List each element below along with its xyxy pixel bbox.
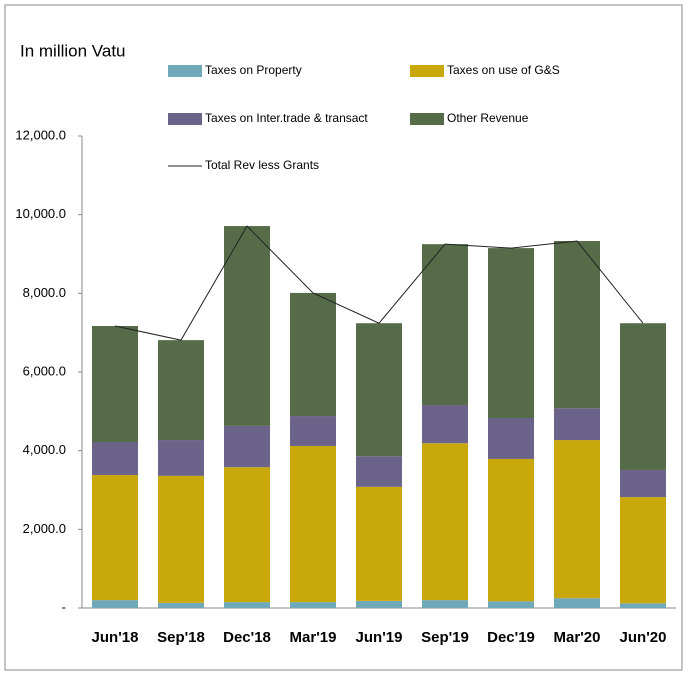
frame xyxy=(4,4,683,671)
bar-segment xyxy=(356,323,402,457)
bar-segment xyxy=(488,248,534,419)
bar-segment xyxy=(92,325,138,443)
bar-segment xyxy=(422,600,468,608)
bar-segment xyxy=(422,443,468,601)
legend-label: Taxes on use of G&S xyxy=(447,63,560,77)
bar-segment xyxy=(488,458,534,602)
bar-segment xyxy=(422,405,468,444)
bar-segment xyxy=(554,598,600,608)
bar-segment xyxy=(356,600,402,608)
legend-swatch xyxy=(410,65,444,77)
y-tick-label: 8,000.0 xyxy=(23,285,66,300)
x-tick-label: Jun'20 xyxy=(620,629,667,646)
legend-label: Taxes on Property xyxy=(205,63,302,77)
bar-segment xyxy=(92,475,138,601)
legend-label: Total Rev less Grants xyxy=(205,158,319,172)
bar-segment xyxy=(224,226,270,426)
y-tick-label: 10,000.0 xyxy=(15,206,66,221)
y-tick-label: 4,000.0 xyxy=(23,442,66,457)
x-tick-label: Sep'18 xyxy=(157,629,205,646)
bar-segment xyxy=(356,456,402,487)
bar-segment xyxy=(422,244,468,406)
bar-segment xyxy=(554,241,600,409)
legend-swatch xyxy=(168,65,202,77)
bar-segment xyxy=(290,292,336,417)
bar-segment xyxy=(554,408,600,441)
bar-segment xyxy=(92,442,138,476)
x-tick-label: Mar'20 xyxy=(554,629,601,646)
bar-segment xyxy=(224,467,270,603)
x-tick-label: Sep'19 xyxy=(421,629,469,646)
bar-segment xyxy=(290,602,336,608)
bar-segment xyxy=(158,340,204,441)
y-tick-label: 12,000.0 xyxy=(15,127,66,142)
bar-segment xyxy=(620,323,666,470)
bar-segment xyxy=(620,469,666,498)
bar-segment xyxy=(158,475,204,603)
chart-title: In million Vatu xyxy=(20,41,126,60)
y-tick-label: - xyxy=(62,599,66,614)
bar-segment xyxy=(290,416,336,446)
bar-segment xyxy=(158,602,204,608)
bar-segment xyxy=(620,603,666,608)
bar-segment xyxy=(554,440,600,599)
y-tick-label: 6,000.0 xyxy=(23,363,66,378)
legend-label: Other Revenue xyxy=(447,111,529,125)
bar-segment xyxy=(356,486,402,601)
legend-swatch xyxy=(168,113,202,125)
total-line xyxy=(114,225,644,341)
bar-segment xyxy=(158,440,204,476)
bar-segment xyxy=(488,601,534,608)
y-tick-label: 2,000.0 xyxy=(23,521,66,536)
x-tick-label: Dec'18 xyxy=(223,629,271,646)
bar-segment xyxy=(620,497,666,604)
x-tick-label: Jun'18 xyxy=(92,629,139,646)
x-tick-label: Dec'19 xyxy=(487,629,535,646)
bar-segment xyxy=(488,418,534,459)
x-tick-label: Jun'19 xyxy=(356,629,403,646)
bar-segment xyxy=(92,600,138,608)
bar-segment xyxy=(224,602,270,608)
legend-swatch xyxy=(410,113,444,125)
legend-label: Taxes on Inter.trade & transact xyxy=(205,111,368,125)
x-tick-label: Mar'19 xyxy=(290,629,337,646)
bar-segment xyxy=(290,445,336,603)
bar-segment xyxy=(224,425,270,468)
